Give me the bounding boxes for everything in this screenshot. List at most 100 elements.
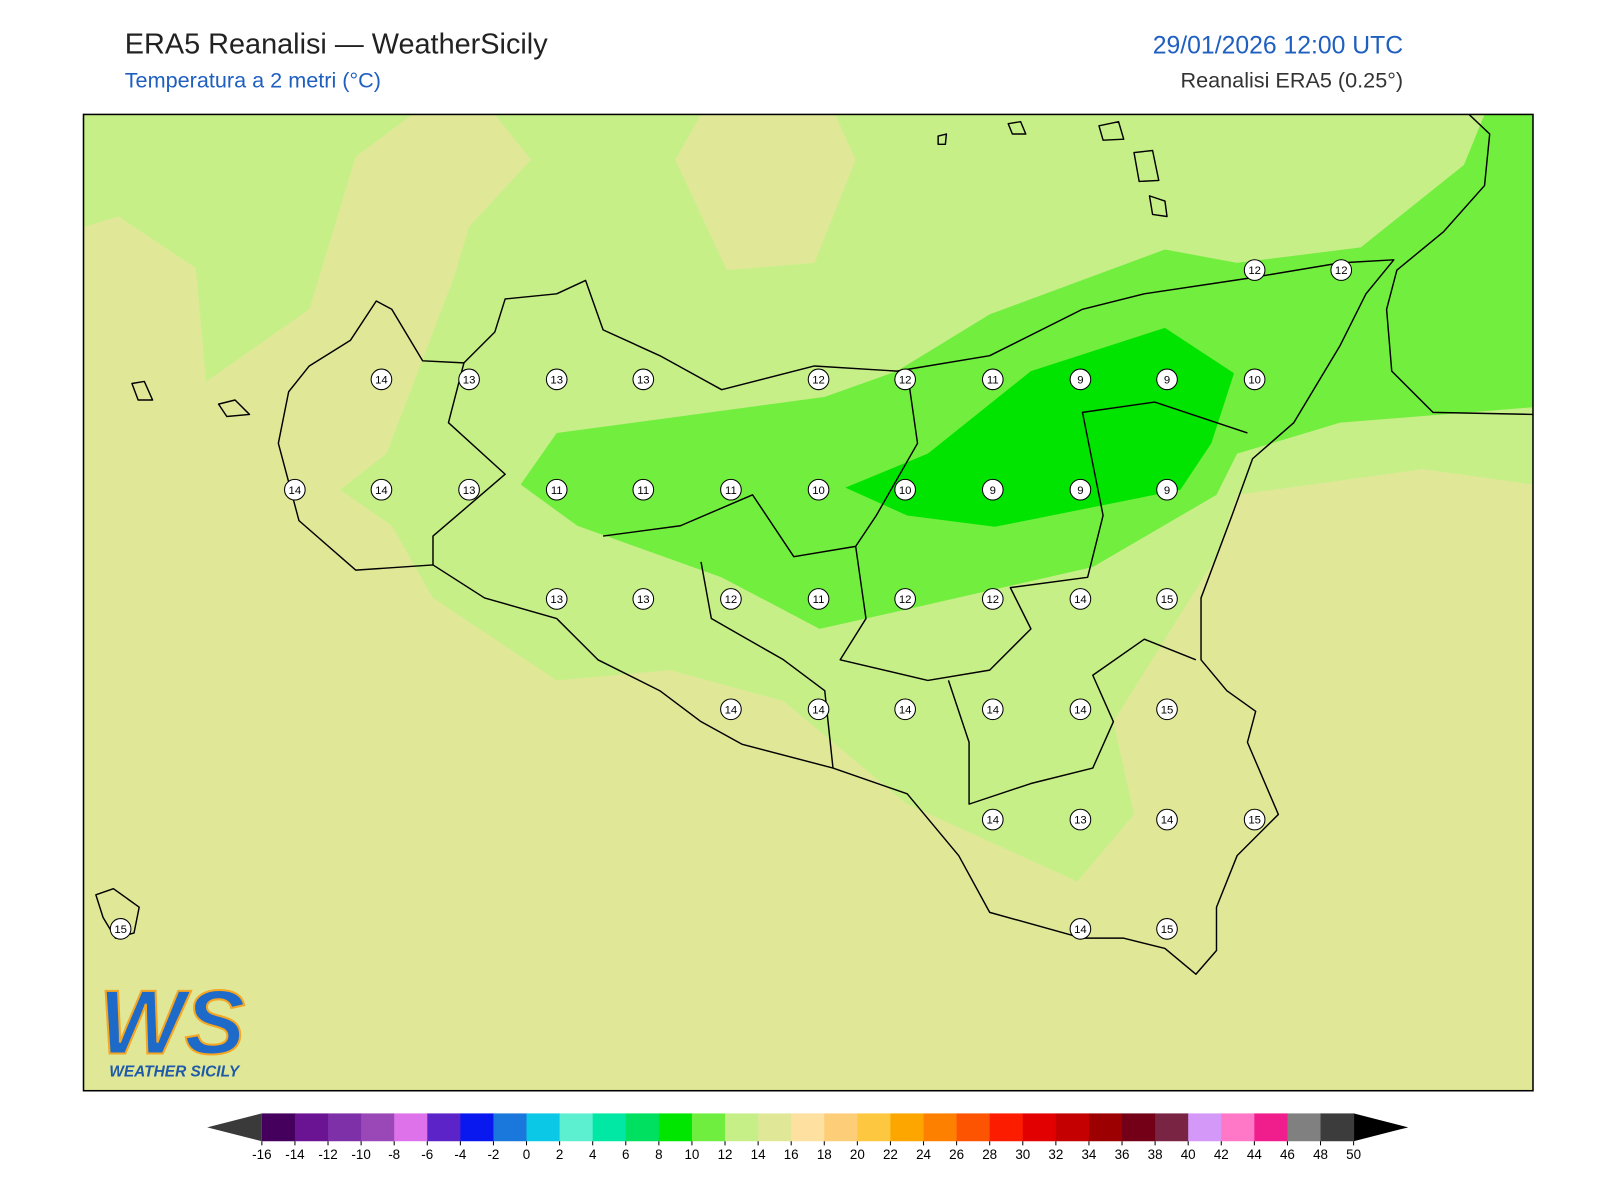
- field-12-14: [83, 114, 413, 382]
- station-value: 13: [463, 485, 476, 497]
- colorbar-under: [207, 1113, 262, 1142]
- station-value: 9: [1164, 485, 1170, 497]
- station-marker: [545, 478, 568, 501]
- colorbar-tick-label: 10: [684, 1147, 699, 1162]
- station-marker: [1069, 808, 1092, 831]
- station-value: 13: [637, 594, 650, 606]
- colorbar-box: [1022, 1113, 1057, 1142]
- datetime: 29/01/2026 12:00 UTC: [1153, 33, 1403, 60]
- station-marker: [1330, 259, 1353, 281]
- colorbar-tick-label: -14: [285, 1147, 305, 1162]
- station-value: 14: [1161, 815, 1174, 827]
- colorbar-tick-label: 4: [589, 1147, 597, 1162]
- station-marker: [807, 698, 830, 721]
- colorbar-tick-label: 22: [883, 1147, 898, 1162]
- station-marker: [632, 368, 655, 391]
- station-value: 11: [987, 375, 999, 387]
- station-value: 13: [1074, 815, 1087, 827]
- station-value: 10: [1248, 375, 1261, 387]
- station-marker: [1069, 588, 1092, 610]
- station-marker: [370, 368, 393, 391]
- colorbar-box: [923, 1113, 958, 1142]
- colorbar-tick-label: 48: [1313, 1147, 1328, 1162]
- colorbar-box: [294, 1113, 329, 1142]
- colorbar-tick-label: -2: [487, 1147, 499, 1162]
- colorbar-tick-label: 20: [850, 1147, 865, 1162]
- colorbar-tick-label: -8: [388, 1147, 400, 1162]
- colorbar-tick-label: 28: [982, 1147, 997, 1162]
- station-marker: [458, 368, 480, 391]
- station-value: 14: [289, 485, 302, 497]
- colorbar-box: [658, 1113, 693, 1142]
- islands: [95, 120, 1168, 939]
- colorbar-tick-label: 38: [1148, 1147, 1163, 1162]
- colorbar-box: [791, 1113, 825, 1142]
- station-value: 13: [550, 375, 563, 387]
- title: ERA5 Reanalisi — WeatherSicily: [125, 29, 548, 61]
- station-marker: [720, 698, 742, 721]
- map: 12 12 14 13 13 13 12 12 11 9 9 10 14 14 13 11 11 11 10 10 9 9…: [83, 114, 1533, 1091]
- colorbar-box: [1088, 1113, 1123, 1142]
- colorbar-tick-label: -4: [454, 1147, 466, 1162]
- station-marker: [720, 588, 742, 610]
- station-value: 11: [813, 594, 825, 606]
- station-value: 10: [899, 485, 912, 497]
- colorbar-box: [956, 1113, 991, 1142]
- station-marker: [632, 478, 655, 501]
- station-marker: [981, 478, 1004, 501]
- colorbar-box: [559, 1113, 594, 1142]
- colorbar-tick-label: -12: [318, 1147, 337, 1162]
- station-value: 12: [1248, 265, 1261, 277]
- station-marker: [1156, 588, 1178, 610]
- colorbar-box: [890, 1113, 925, 1142]
- station-value: 14: [986, 704, 999, 716]
- colorbar-box: [261, 1113, 296, 1142]
- colorbar-box: [493, 1113, 528, 1142]
- colorbar-box: [526, 1113, 561, 1142]
- station-marker: [807, 478, 830, 501]
- station-marker: [1069, 918, 1092, 940]
- station-marker: [545, 368, 568, 391]
- station-marker: [1156, 698, 1178, 721]
- station-marker: [1243, 808, 1266, 831]
- station-marker: [632, 588, 655, 610]
- colorbar-box: [1287, 1113, 1322, 1142]
- station-value: 14: [375, 375, 388, 387]
- colorbar-over: [1353, 1113, 1409, 1142]
- colorbar-box: [1122, 1113, 1156, 1142]
- station-marker: [807, 588, 830, 610]
- station-marker: [894, 698, 916, 721]
- station-value: 14: [899, 704, 912, 716]
- station-value: 11: [637, 485, 649, 497]
- colorbar-tick-label: 18: [817, 1147, 832, 1162]
- station-marker: [1069, 698, 1092, 721]
- station-value: 14: [725, 704, 738, 716]
- colorbar-tick-label: 36: [1115, 1147, 1130, 1162]
- station-marker: [720, 478, 742, 501]
- station-marker: [370, 478, 393, 501]
- station-value: 14: [375, 485, 388, 497]
- station-marker: [1156, 918, 1178, 940]
- station-value: 9: [990, 485, 996, 497]
- station-value: 13: [550, 594, 563, 606]
- station-value: 12: [725, 594, 738, 606]
- station-labels: 12 12 14 13 13 13 12 12 11 9 9 10 14 14 13 11 11 11 10 10 9 9…: [109, 259, 1353, 940]
- station-value: 14: [986, 815, 999, 827]
- colorbar-tick-label: 0: [523, 1147, 530, 1162]
- station-value: 9: [1077, 375, 1083, 387]
- colorbar-tick-label: 16: [784, 1147, 799, 1162]
- station-marker: [1069, 478, 1092, 501]
- logo-caption: WEATHER SICILY: [109, 1063, 241, 1080]
- station-value: 10: [812, 485, 825, 497]
- station-value: 14: [1074, 594, 1087, 606]
- colorbar-tick-label: -16: [252, 1147, 271, 1162]
- colorbar-box: [394, 1113, 428, 1142]
- station-marker: [981, 368, 1004, 391]
- colorbar-tick-label: 30: [1015, 1147, 1030, 1162]
- station-value: 11: [725, 485, 737, 497]
- station-value: 9: [1164, 375, 1170, 387]
- station-marker: [109, 918, 132, 940]
- colorbar-tick-label: 32: [1048, 1147, 1063, 1162]
